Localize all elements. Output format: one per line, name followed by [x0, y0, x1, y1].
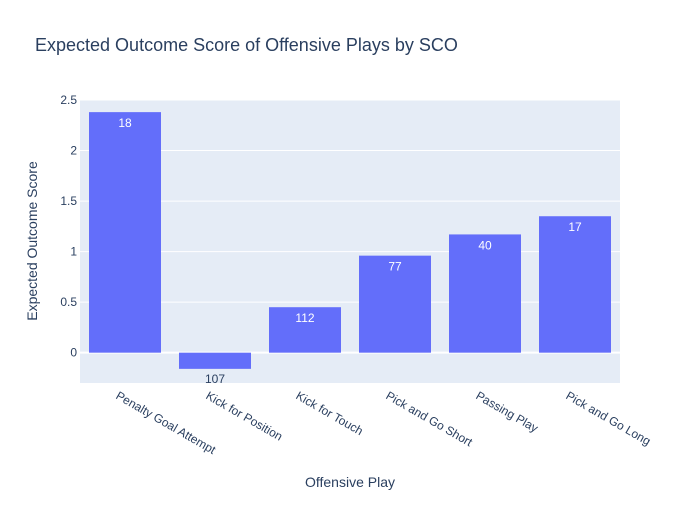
- y-tick-label: 0: [70, 346, 77, 360]
- y-tick-label: 1.5: [60, 194, 77, 208]
- bar-value-label: 77: [388, 260, 402, 274]
- x-tick-label: Penalty Goal Attempt: [114, 388, 219, 457]
- y-axis-ticks: 0 0.5 1 1.5 2 2.5: [60, 93, 77, 360]
- bar-kick-for-position: [179, 352, 251, 369]
- y-tick-label: 2.5: [60, 93, 77, 107]
- x-tick-label: Passing Play: [474, 388, 541, 435]
- x-tick-label: Pick and Go Long: [564, 388, 654, 448]
- bar-value-label: 107: [205, 372, 225, 386]
- bar-passing-play: [449, 234, 521, 353]
- x-tick-label: Pick and Go Short: [384, 388, 476, 449]
- gridlines: [80, 99, 620, 354]
- x-tick-label: Kick for Position: [204, 388, 286, 443]
- plot-area: [80, 100, 620, 383]
- chart-title: Expected Outcome Score of Offensive Play…: [35, 35, 458, 55]
- bar-penalty-goal-attempt: [89, 112, 161, 353]
- bar-value-label: 112: [295, 311, 314, 325]
- x-tick-label: Kick for Touch: [294, 388, 366, 438]
- bar-pick-and-go-short: [359, 255, 431, 353]
- bar-pick-and-go-long: [539, 216, 611, 353]
- y-tick-label: 0.5: [60, 295, 77, 309]
- y-tick-label: 2: [70, 144, 77, 158]
- x-axis-title: Offensive Play: [305, 474, 395, 490]
- y-axis-title: Expected Outcome Score: [24, 161, 40, 321]
- bar-value-label: 40: [478, 238, 492, 252]
- bar-value-label: 18: [118, 116, 132, 130]
- bar-kick-for-touch: [269, 307, 341, 353]
- y-tick-label: 1: [70, 245, 77, 259]
- bar-value-label: 17: [568, 220, 582, 234]
- bars: 18 107 112 77 40 17: [89, 112, 611, 386]
